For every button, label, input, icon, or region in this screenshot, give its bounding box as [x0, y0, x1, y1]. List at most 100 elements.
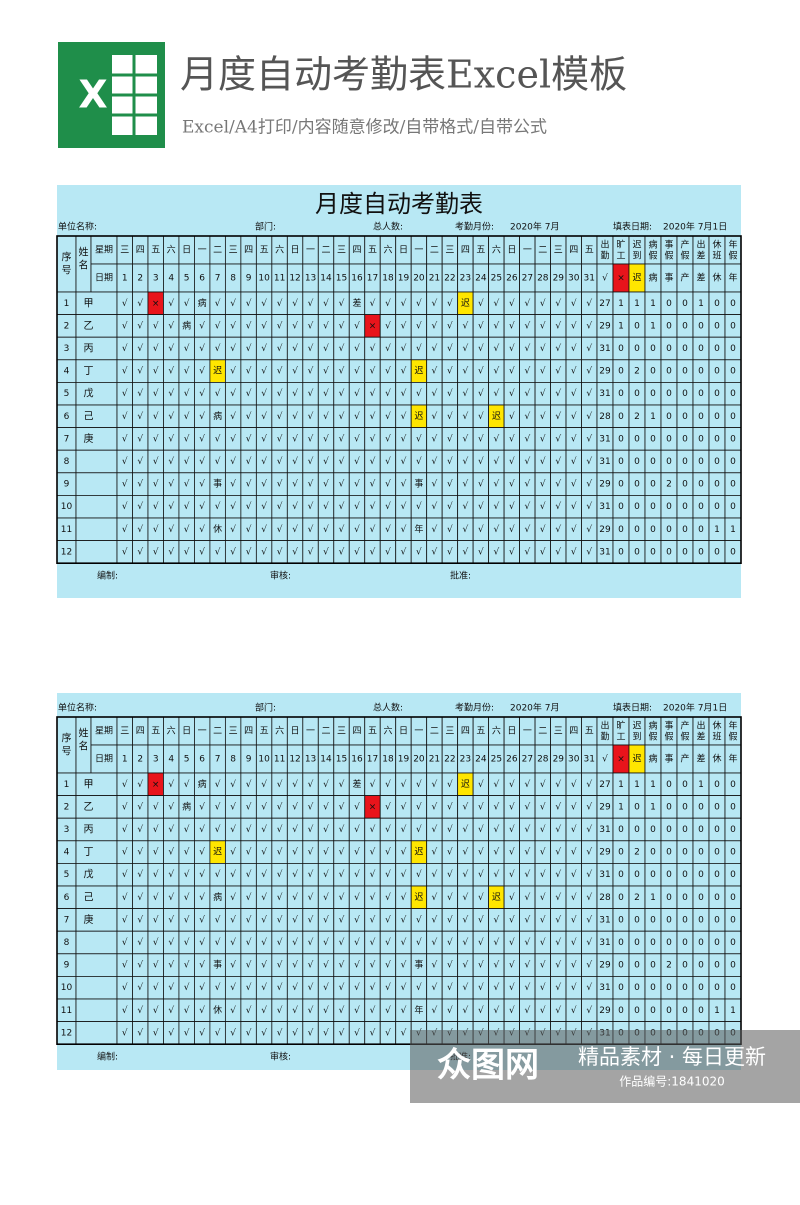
- day-mark: √: [230, 779, 236, 790]
- day-mark: √: [339, 892, 345, 903]
- day-mark: √: [385, 824, 391, 835]
- summary-value: 0: [666, 502, 672, 512]
- summary-value: 0: [698, 547, 704, 557]
- day-mark: √: [478, 824, 484, 835]
- day-mark: √: [168, 524, 174, 535]
- summary-value: 1: [618, 321, 624, 331]
- summary-value: 0: [698, 870, 704, 880]
- header-weekday: 星期: [95, 245, 113, 256]
- summary-value: 1: [618, 299, 624, 309]
- day-mark: √: [339, 479, 345, 490]
- date: 18: [382, 274, 394, 284]
- weekday: 六: [167, 244, 176, 256]
- summary-value: 0: [698, 412, 704, 422]
- day-mark: √: [308, 892, 314, 903]
- day-mark: √: [354, 937, 360, 948]
- summary-value: 0: [682, 802, 688, 812]
- day-mark: √: [199, 869, 205, 880]
- day-mark: √: [199, 1005, 205, 1016]
- day-mark: √: [354, 501, 360, 512]
- day-mark: √: [509, 501, 515, 512]
- day-mark: √: [246, 298, 252, 309]
- weekday: 二: [213, 246, 222, 256]
- summary-value: 1: [698, 299, 704, 309]
- row-index: 11: [61, 1006, 72, 1016]
- day-mark: √: [323, 1005, 329, 1016]
- day-mark: √: [339, 501, 345, 512]
- day-mark: √: [354, 982, 360, 993]
- cell: [75, 976, 118, 1000]
- day-mark: √: [277, 411, 283, 422]
- day-mark: √: [277, 1027, 283, 1038]
- day-mark: √: [571, 524, 577, 535]
- weekday: 一: [198, 246, 207, 256]
- day-mark: √: [524, 320, 530, 331]
- day-mark: √: [555, 869, 561, 880]
- day-mark: √: [509, 298, 515, 309]
- date: 2: [137, 755, 143, 765]
- day-mark: √: [168, 1005, 174, 1016]
- day-mark: √: [493, 869, 499, 880]
- summary-value: 28: [599, 893, 611, 903]
- day-mark: √: [447, 892, 453, 903]
- summary-value: 1: [698, 780, 704, 790]
- day-mark: √: [509, 960, 515, 971]
- day-mark: √: [370, 501, 376, 512]
- cell: [56, 716, 77, 774]
- day-mark: √: [478, 456, 484, 467]
- day-mark: √: [586, 1005, 592, 1016]
- summary-value: 0: [618, 893, 624, 903]
- summary-value: 0: [730, 780, 736, 790]
- date: 13: [305, 755, 316, 765]
- summary-value: 0: [682, 344, 688, 354]
- day-mark: √: [463, 411, 469, 422]
- day-mark: √: [509, 937, 515, 948]
- day-mark: √: [323, 366, 329, 377]
- header-date: 日期: [95, 273, 113, 284]
- summary-value: 0: [698, 825, 704, 835]
- summary-value: 0: [730, 848, 736, 858]
- date: 25: [491, 755, 502, 765]
- day-mark: √: [215, 824, 221, 835]
- day-mark: √: [246, 779, 252, 790]
- day-mark: √: [586, 869, 592, 880]
- day-mark: √: [478, 914, 484, 925]
- day-mark: √: [401, 801, 407, 812]
- day-mark: √: [370, 869, 376, 880]
- summary-value: 0: [714, 321, 720, 331]
- day-mark: √: [354, 456, 360, 467]
- summary-value: 0: [730, 983, 736, 993]
- day-mark: √: [230, 546, 236, 557]
- summary-value: 0: [714, 502, 720, 512]
- day-mark: √: [540, 1005, 546, 1016]
- day-mark: 迟: [492, 892, 501, 903]
- weekday: 日: [399, 726, 408, 737]
- day-mark: √: [478, 960, 484, 971]
- summary-value: 0: [730, 802, 736, 812]
- summary-value: 0: [730, 412, 736, 422]
- day-mark: √: [339, 982, 345, 993]
- day-mark: 迟: [213, 366, 222, 377]
- day-mark: √: [447, 433, 453, 444]
- weekday: 四: [244, 246, 253, 256]
- sheet-title: 月度自动考勤表: [315, 190, 483, 218]
- day-mark: √: [137, 320, 143, 331]
- summary-value: 0: [666, 344, 672, 354]
- summary-symbol: 产: [680, 272, 689, 284]
- day-mark: √: [354, 479, 360, 490]
- date: 21: [429, 274, 440, 284]
- day-mark: √: [524, 298, 530, 309]
- summary-value: 0: [666, 547, 672, 557]
- day-mark: √: [509, 366, 515, 377]
- day-mark: √: [153, 456, 159, 467]
- summary-label: 产假: [680, 238, 689, 261]
- day-mark: √: [493, 524, 499, 535]
- day-mark: √: [308, 298, 314, 309]
- day-mark: √: [184, 343, 190, 354]
- day-mark: √: [385, 298, 391, 309]
- day-mark: √: [292, 779, 298, 790]
- weekday: 四: [136, 727, 145, 737]
- day-mark: √: [478, 320, 484, 331]
- day-mark: √: [292, 937, 298, 948]
- day-mark: √: [555, 411, 561, 422]
